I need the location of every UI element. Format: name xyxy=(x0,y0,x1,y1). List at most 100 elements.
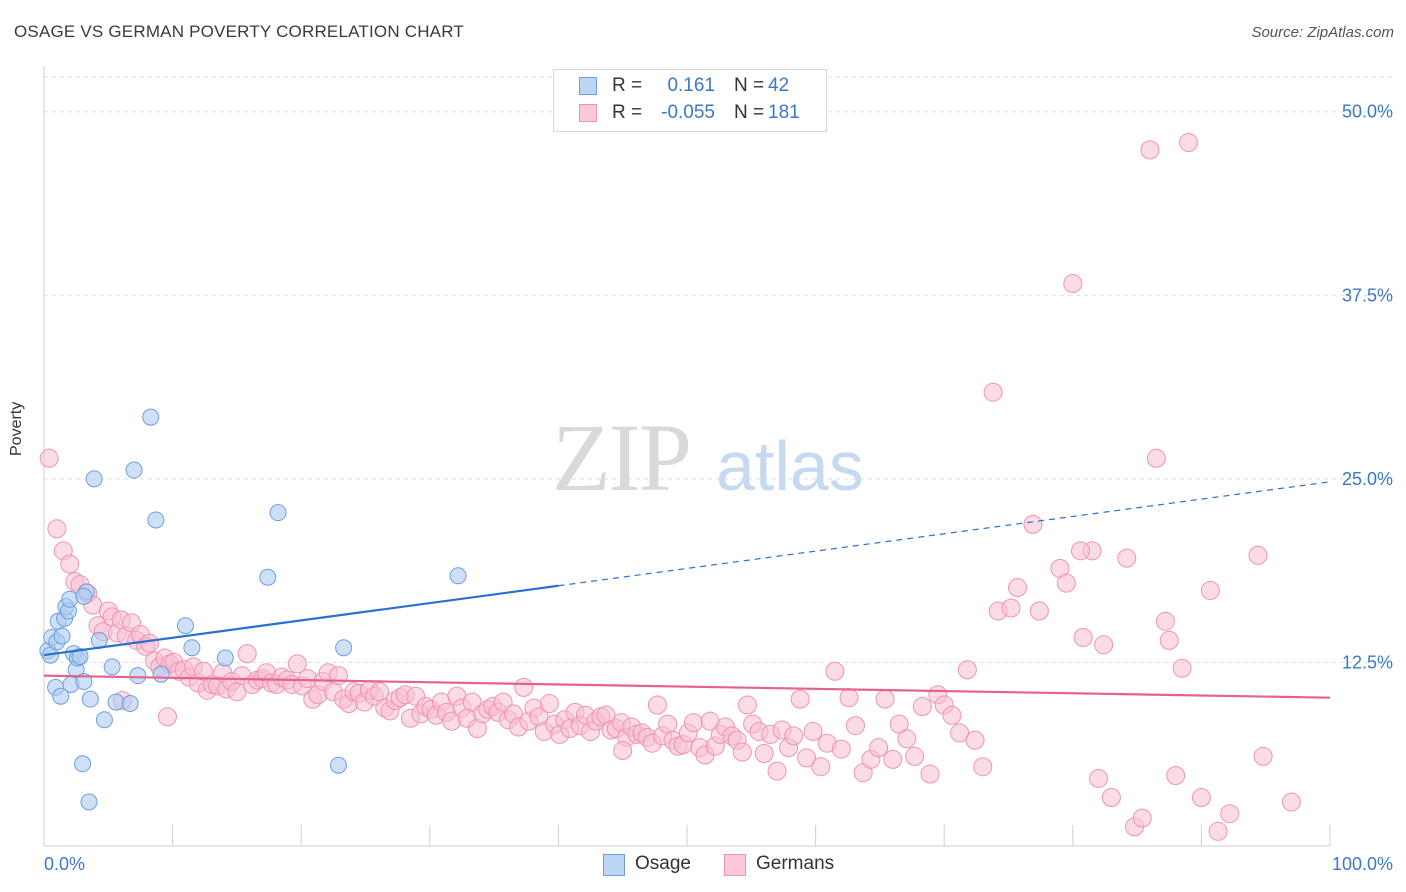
germans-swatch xyxy=(579,104,597,122)
n-value: 42 xyxy=(768,75,790,96)
tick-labels: 12.5% 25.0% 37.5% 50.0% 0.0% 100.0% xyxy=(44,102,1393,874)
germans-point xyxy=(139,633,159,653)
osage-point xyxy=(147,511,165,529)
trend-lines xyxy=(43,481,1331,699)
osage-point xyxy=(80,793,98,811)
germans-legend-label[interactable]: Germans xyxy=(756,853,835,874)
germans-point xyxy=(905,746,925,766)
germans-point xyxy=(1200,580,1220,600)
y-tick-label: 50.0% xyxy=(1342,102,1393,122)
osage-point xyxy=(259,568,277,586)
r-label: R = xyxy=(612,75,643,96)
germans-point xyxy=(883,749,903,769)
osage-point xyxy=(85,470,103,488)
correlation-legend: R = 0.161 N = 42 R = -0.055 N = 181 xyxy=(553,69,827,132)
osage-point xyxy=(269,504,287,522)
osage-point xyxy=(107,693,125,711)
germans-point xyxy=(1063,274,1083,294)
germans-point xyxy=(1172,658,1192,678)
germans-point xyxy=(983,382,1003,402)
germans-point xyxy=(767,761,787,781)
grid-lines xyxy=(44,76,1392,663)
osage-point xyxy=(95,711,113,729)
germans-point xyxy=(1073,627,1093,647)
germans-point xyxy=(1008,578,1028,598)
germans-point xyxy=(613,741,633,761)
germans-point xyxy=(1101,788,1121,808)
germans-point xyxy=(1248,545,1268,565)
x-tick-label: 0.0% xyxy=(44,854,85,874)
osage-swatch xyxy=(579,77,597,95)
osage-point xyxy=(75,673,93,691)
germans-point xyxy=(784,726,804,746)
germans-point xyxy=(1117,548,1137,568)
series-legend: Osage Germans xyxy=(0,851,1406,879)
germans-point xyxy=(1253,746,1273,766)
germans-point xyxy=(825,661,845,681)
germans-point xyxy=(790,689,810,709)
osage-legend-label[interactable]: Osage xyxy=(635,853,691,874)
germans-point xyxy=(869,738,889,758)
osage-trend-projection xyxy=(558,481,1331,587)
germans-point xyxy=(737,695,757,715)
n-label: N = xyxy=(734,75,765,96)
germans-point xyxy=(1089,768,1109,788)
germans-point xyxy=(831,739,851,759)
germans-point xyxy=(1208,821,1228,841)
germans-point xyxy=(514,677,534,697)
watermark-atlas: atlas xyxy=(716,427,864,505)
osage-point xyxy=(335,639,353,657)
osage-point xyxy=(329,756,347,774)
legend-row-osage: R = 0.161 N = 42 xyxy=(554,74,826,100)
germans-point xyxy=(1179,133,1199,153)
r-value: 0.161 xyxy=(667,75,715,96)
osage-point xyxy=(449,567,467,585)
germans-point xyxy=(942,705,962,725)
germans-point xyxy=(1094,635,1114,655)
osage-point xyxy=(183,639,201,657)
germans-point xyxy=(1159,630,1179,650)
germans-point xyxy=(1029,601,1049,621)
germans-point xyxy=(811,757,831,777)
osage-point xyxy=(121,695,139,713)
osage-point xyxy=(152,665,170,683)
watermark-zip: ZIP xyxy=(552,404,690,511)
germans-point xyxy=(298,669,318,689)
germans-point xyxy=(912,696,932,716)
osage-point xyxy=(81,690,99,708)
germans-point xyxy=(1132,808,1152,828)
osage-point xyxy=(52,687,70,705)
germans-point xyxy=(1155,611,1175,631)
germans-point xyxy=(797,748,817,768)
germans-trend-line xyxy=(43,674,1331,699)
germans-point xyxy=(1146,448,1166,468)
watermark: ZIP atlas xyxy=(552,404,864,511)
germans-point xyxy=(1281,792,1301,812)
germans-point xyxy=(1071,541,1091,561)
osage-point xyxy=(103,658,121,676)
osage-point xyxy=(129,667,147,685)
germans-point xyxy=(875,689,895,709)
germans-point xyxy=(973,757,993,777)
osage-legend-swatch[interactable] xyxy=(603,854,625,876)
germans-point xyxy=(803,721,823,741)
germans-point xyxy=(839,688,859,708)
x-tick-label: 100.0% xyxy=(1332,854,1393,874)
osage-point xyxy=(216,649,234,667)
germans-point xyxy=(845,716,865,736)
germans-point xyxy=(957,660,977,680)
n-value: 181 xyxy=(768,102,800,123)
germans-point xyxy=(1191,788,1211,808)
n-label: N = xyxy=(734,102,765,123)
germans-point xyxy=(237,644,257,664)
osage-point xyxy=(71,648,89,666)
germans-point xyxy=(1220,804,1240,824)
germans-point xyxy=(754,743,774,763)
germans-point xyxy=(328,666,348,686)
osage-point xyxy=(75,587,93,605)
osage-point xyxy=(125,461,143,479)
y-tick-label: 25.0% xyxy=(1342,469,1393,489)
germans-point xyxy=(732,742,752,762)
germans-legend-swatch[interactable] xyxy=(724,854,746,876)
